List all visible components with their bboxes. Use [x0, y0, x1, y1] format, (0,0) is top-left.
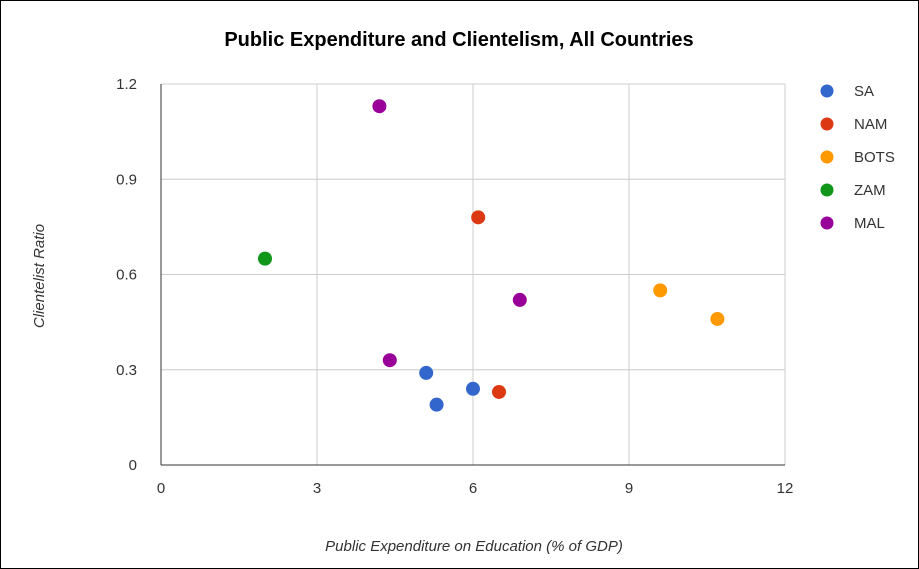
data-point-zam [258, 251, 272, 266]
legend-label-zam: ZAM [854, 182, 886, 199]
y-axis-title: Clientelist Ratio [31, 224, 48, 328]
data-point-mal [382, 353, 397, 368]
x-tick-label: 0 [157, 480, 165, 497]
y-tick-label: 0.6 [116, 267, 137, 284]
data-point-nam [471, 210, 486, 225]
x-tick-label: 9 [625, 480, 633, 497]
data-point-sa [419, 365, 434, 380]
legend-marker-bots [820, 150, 834, 164]
data-point-mal [372, 99, 387, 114]
legend-label-mal: MAL [854, 215, 885, 232]
y-tick-label: 0.9 [116, 171, 137, 188]
axis-layer: 0 3 6 9 12 0 0.3 0.6 0.9 1.2 [116, 76, 793, 497]
legend-label-sa: SA [854, 83, 874, 100]
x-tick-label: 6 [469, 480, 477, 497]
data-point-bots [653, 283, 668, 298]
x-tick-label: 12 [777, 480, 794, 497]
chart-title: Public Expenditure and Clientelism, All … [224, 29, 693, 51]
data-point-sa [429, 397, 444, 412]
grid-layer [161, 83, 786, 465]
data-point-bots [710, 311, 725, 326]
y-tick-label: 0 [129, 457, 137, 474]
legend-marker-nam [820, 117, 834, 131]
legend-marker-sa [820, 84, 834, 98]
x-tick-label: 3 [313, 480, 321, 497]
data-point-sa [466, 381, 480, 396]
data-point-mal [512, 292, 527, 307]
legend-marker-mal [820, 216, 834, 230]
data-point-nam [492, 384, 506, 399]
legend-label-bots: BOTS [854, 149, 895, 166]
legend: SA NAM BOTS ZAM MAL [820, 83, 895, 232]
data-points-layer [258, 99, 725, 412]
y-tick-label: 1.2 [116, 76, 137, 93]
x-axis-title: Public Expenditure on Education (% of GD… [325, 538, 623, 555]
y-tick-label: 0.3 [116, 362, 137, 379]
legend-label-nam: NAM [854, 116, 887, 133]
legend-marker-zam [820, 183, 834, 197]
